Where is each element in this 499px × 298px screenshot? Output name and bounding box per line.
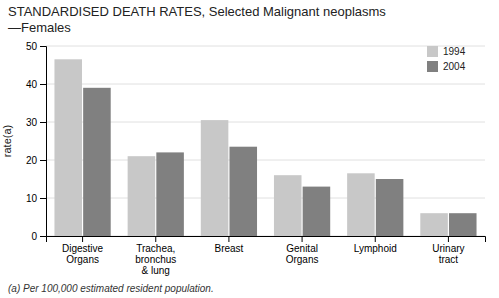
bar-series (54, 59, 447, 236)
bar-series (83, 88, 476, 236)
bar (303, 187, 331, 236)
y-axis: 0 10 20 30 40 50 (26, 41, 47, 242)
tick-label: 0 (31, 231, 37, 242)
tick-label: 40 (26, 79, 38, 90)
axis-domain (47, 237, 486, 243)
subtitle: —Females (8, 20, 71, 35)
grid (46, 46, 485, 236)
bar (156, 152, 184, 236)
tick: 40 (26, 79, 46, 90)
tick: DigestiveOrgans (62, 236, 104, 265)
legend-label: 2004 (443, 61, 466, 72)
y-axis-label: rate(a) (1, 125, 13, 157)
grid-line (46, 198, 485, 199)
tick-label: 10 (26, 193, 38, 204)
axis-domain (40, 47, 47, 237)
tick-label: DigestiveOrgans (62, 243, 104, 265)
bar (54, 59, 82, 236)
tick-mark (40, 236, 46, 237)
legend-swatch (427, 61, 438, 72)
tick: 50 (26, 41, 46, 52)
tick: 30 (26, 117, 46, 128)
bar (83, 88, 111, 236)
tick-mark (40, 84, 46, 85)
bar (449, 213, 477, 236)
grid-line (46, 160, 485, 161)
bar (274, 175, 302, 236)
plot: 0 10 20 30 40 50 DigestiveOrgans Trachea,bronch… (1, 41, 486, 276)
legend-swatch (427, 46, 438, 57)
chart: STANDARDISED DEATH RATES, Selected Malig… (0, 0, 499, 298)
tick: Lymphoid (354, 236, 397, 254)
tick: Trachea,bronchus& lung (135, 236, 176, 276)
tick-mark (40, 122, 46, 123)
tick-mark (40, 160, 46, 161)
tick: Breast (214, 236, 243, 254)
tick-label: 20 (26, 155, 38, 166)
grid-line (46, 46, 485, 47)
bar (420, 213, 448, 236)
legend-label: 1994 (443, 46, 466, 57)
tick: Urinarytract (432, 236, 464, 265)
bar (201, 120, 229, 236)
tick: 0 (31, 231, 46, 242)
legend: 1994 2004 (427, 46, 466, 72)
bar (229, 147, 257, 236)
tick-label: Breast (214, 243, 243, 254)
tick-mark (302, 236, 303, 242)
tick-mark (228, 236, 229, 242)
title: STANDARDISED DEATH RATES, Selected Malig… (8, 4, 386, 19)
tick-label: 50 (26, 41, 38, 52)
tick-mark (40, 46, 46, 47)
grid-line (46, 84, 485, 85)
bars (54, 59, 476, 236)
grid-line (46, 122, 485, 123)
tick-label: Urinarytract (432, 243, 464, 265)
x-axis: DigestiveOrgans Trachea,bronchus& lung Bre… (47, 236, 486, 276)
bar (376, 179, 404, 236)
tick-mark (375, 236, 376, 242)
footnote: (a) Per 100,000 estimated resident popul… (8, 283, 214, 294)
tick-label: Lymphoid (354, 243, 397, 254)
tick-label: GenitalOrgans (286, 243, 319, 265)
bar (128, 156, 156, 236)
tick: 20 (26, 155, 46, 166)
legend-item: 1994 (427, 46, 466, 57)
tick-mark (40, 198, 46, 199)
legend-item: 2004 (427, 61, 466, 72)
tick: 10 (26, 193, 46, 204)
tick-label: 30 (26, 117, 38, 128)
tick-mark (448, 236, 449, 242)
tick-label: Trachea,bronchus& lung (135, 243, 176, 276)
bar (347, 173, 375, 236)
tick: GenitalOrgans (286, 236, 319, 265)
tick-mark (155, 236, 156, 242)
tick-mark (82, 236, 83, 242)
